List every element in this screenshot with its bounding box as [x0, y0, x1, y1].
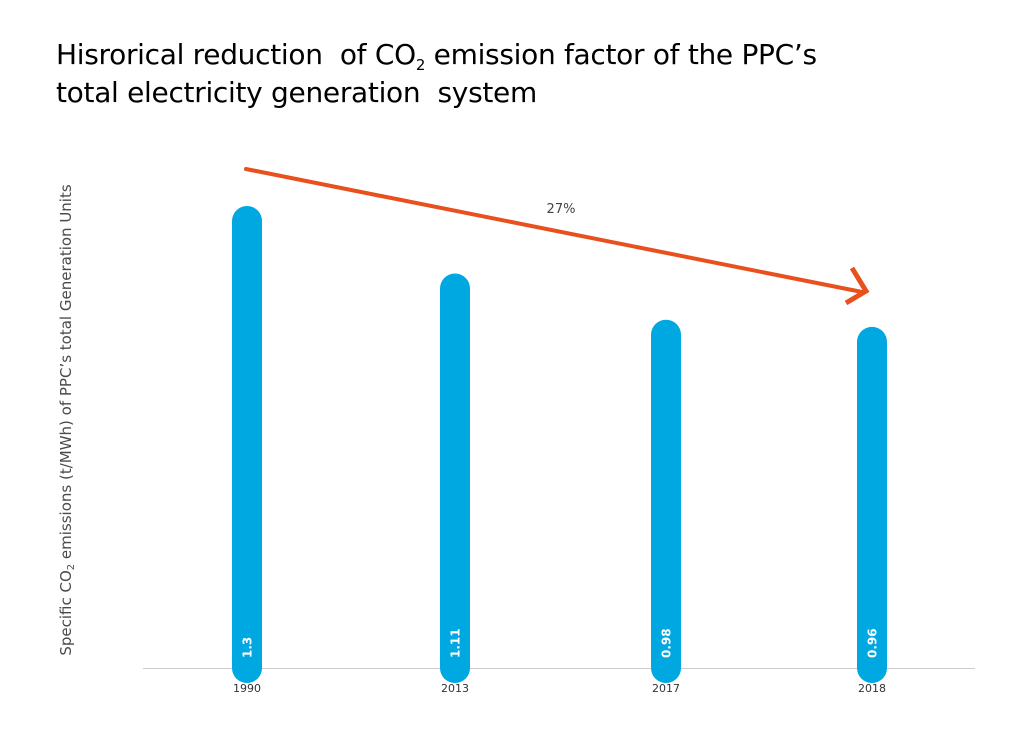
bar-1990: [232, 206, 262, 683]
chart-title: Hisrorical reduction of CO2 emission fac…: [56, 36, 956, 112]
trend-annotation-label: 27%: [547, 202, 576, 217]
bar-2013: [440, 273, 470, 683]
bar-2017: [651, 319, 681, 683]
title-line-1: Hisrorical reduction of CO2 emission fac…: [56, 38, 817, 74]
bars-group: 1.3 1990 1.11 2013 0.98 2017 0.96 2018: [232, 206, 887, 695]
x-tick-label-2018: 2018: [858, 682, 886, 695]
x-tick-label-1990: 1990: [233, 682, 261, 695]
bar-value-label-1990: 1.3: [241, 637, 255, 658]
bar-value-label-2013: 1.11: [449, 628, 463, 658]
bar-value-label-2018: 0.96: [866, 628, 880, 658]
x-tick-label-2017: 2017: [652, 682, 680, 695]
bar-value-label-2017: 0.98: [660, 628, 674, 658]
x-tick-label-2013: 2013: [441, 682, 469, 695]
trend-arrow: 27%: [244, 167, 870, 306]
title-line-2: total electricity generation system: [56, 76, 537, 109]
bar-2018: [857, 326, 887, 683]
trend-arrow-line: [244, 167, 864, 294]
trend-arrow-head: [844, 266, 870, 306]
